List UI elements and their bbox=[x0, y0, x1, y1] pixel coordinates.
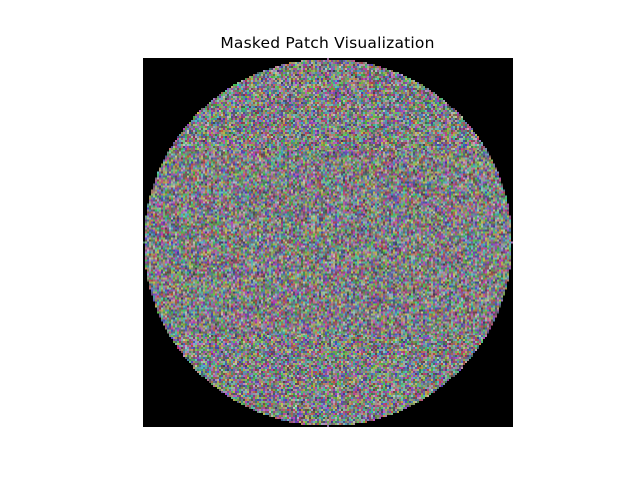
figure-title: Masked Patch Visualization bbox=[220, 34, 435, 52]
masked-noise-image bbox=[143, 58, 513, 427]
masked-image-axes bbox=[143, 58, 513, 427]
